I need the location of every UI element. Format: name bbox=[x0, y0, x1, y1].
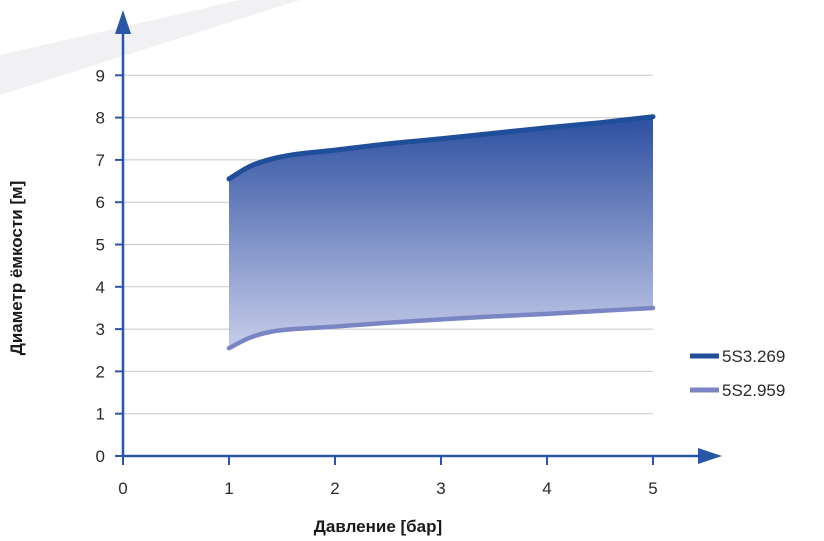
y-tick-label: 6 bbox=[96, 193, 105, 212]
x-axis-arrow bbox=[698, 448, 722, 464]
x-tick-labels: 0 1 2 3 4 5 bbox=[118, 456, 658, 498]
series-line-5S2.959 bbox=[226, 305, 656, 351]
y-tick-label: 8 bbox=[96, 109, 105, 128]
series-line-5S3.269 bbox=[226, 114, 656, 182]
y-tick-label: 7 bbox=[96, 151, 105, 170]
legend-label: 5S2.959 bbox=[722, 381, 785, 400]
watermark-band bbox=[0, 0, 300, 95]
y-tick-label: 2 bbox=[96, 362, 105, 381]
y-tick-label: 4 bbox=[96, 278, 105, 297]
y-axis-arrow bbox=[115, 10, 131, 34]
y-tick-label: 3 bbox=[96, 320, 105, 339]
series-lines bbox=[226, 114, 656, 351]
y-tick-labels: 0 1 2 3 4 5 6 7 8 9 bbox=[96, 66, 123, 466]
legend-label: 5S3.269 bbox=[722, 347, 785, 366]
x-tick-label: 3 bbox=[436, 479, 445, 498]
y-tick-label: 9 bbox=[96, 66, 105, 85]
area-between-series bbox=[229, 116, 653, 349]
axes bbox=[115, 10, 722, 464]
y-tick-label: 1 bbox=[96, 405, 105, 424]
x-tick-label: 2 bbox=[330, 479, 339, 498]
y-tick-label: 0 bbox=[96, 447, 105, 466]
x-tick-label: 1 bbox=[224, 479, 233, 498]
x-tick-label: 5 bbox=[648, 479, 657, 498]
x-axis-title: Давление [бар] bbox=[314, 517, 442, 536]
legend: 5S3.269 5S2.959 bbox=[690, 347, 785, 400]
range-area bbox=[229, 116, 653, 349]
y-axis-title: Диаметр ёмкости [м] bbox=[7, 181, 26, 356]
x-tick-label: 0 bbox=[118, 479, 127, 498]
y-tick-label: 5 bbox=[96, 236, 105, 255]
x-tick-label: 4 bbox=[542, 479, 551, 498]
